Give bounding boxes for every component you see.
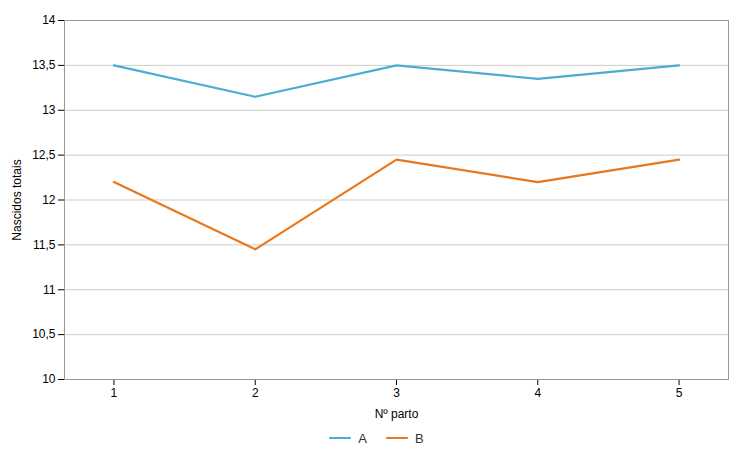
- svg-text:12: 12: [42, 193, 56, 207]
- svg-text:2: 2: [252, 386, 259, 400]
- svg-text:13,5: 13,5: [32, 58, 56, 72]
- html-text:B: B: [415, 430, 424, 446]
- svg-text:3: 3: [393, 386, 400, 400]
- svg-text:13: 13: [42, 103, 56, 117]
- svg-text:5: 5: [676, 386, 683, 400]
- svg-text:14: 14: [42, 13, 56, 27]
- svg-text:11: 11: [43, 283, 56, 297]
- svg-text:10,5: 10,5: [32, 327, 56, 341]
- html-text:A: A: [358, 430, 367, 446]
- svg-text:12,5: 12,5: [32, 148, 56, 162]
- svg-text:11,5: 11,5: [33, 238, 56, 252]
- svg-text:10: 10: [42, 372, 56, 386]
- svg-text:Nascidos totais: Nascidos totais: [10, 159, 24, 240]
- svg-text:Nº parto: Nº parto: [375, 407, 419, 421]
- svg-text:4: 4: [534, 386, 541, 400]
- svg-text:1: 1: [111, 386, 118, 400]
